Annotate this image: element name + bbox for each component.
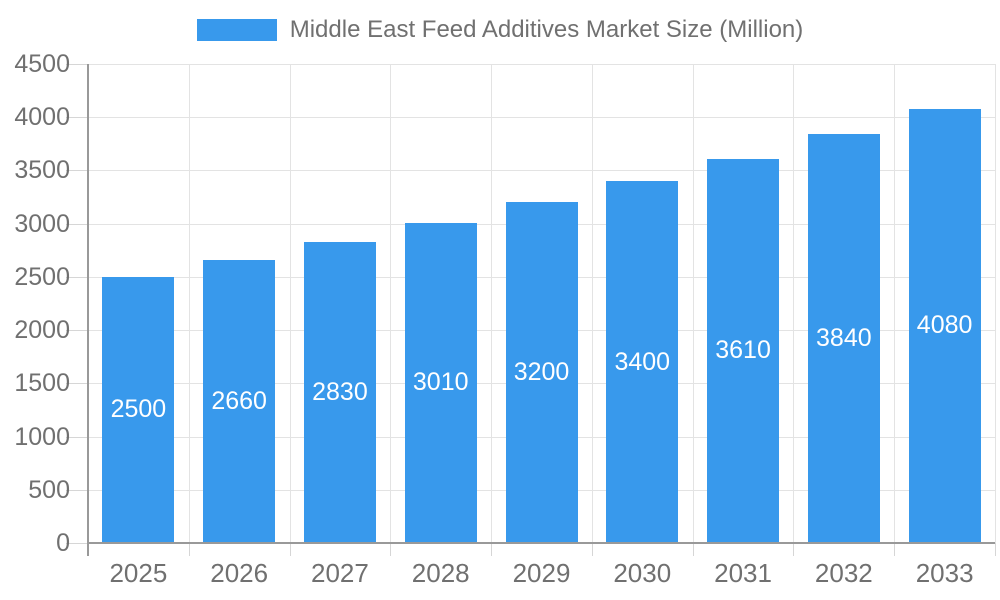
y-gridline [88,117,995,119]
x-gridline [188,64,190,543]
bar[interactable]: 3610 [707,158,780,543]
x-tick [289,543,291,556]
bar[interactable]: 3400 [606,181,679,543]
x-gridline [591,64,593,543]
y-axis-label: 3500 [14,156,70,185]
y-tick [66,170,88,172]
x-axis-label: 2028 [411,558,470,588]
y-tick [66,383,88,385]
y-axis-label: 4500 [14,50,70,78]
y-gridline [88,170,995,172]
bar-value-label: 3200 [513,358,570,387]
bar-value-label: 3400 [614,347,671,376]
bar[interactable]: 2500 [102,276,175,543]
y-tick [66,64,88,65]
y-axis-label: 1000 [14,422,70,451]
x-gridline [491,64,493,543]
x-gridline [390,64,392,543]
y-axis-label: 500 [28,475,70,504]
bar[interactable]: 3840 [807,134,880,543]
x-gridline [894,64,896,543]
x-axis-label: 2027 [311,558,369,588]
y-tick [66,543,88,544]
bar[interactable]: 4080 [908,108,981,543]
x-gridline [289,64,291,543]
x-axis-label: 2030 [613,558,672,588]
y-gridline [88,64,995,65]
x-tick [491,543,493,556]
legend-swatch [196,19,277,41]
bar-value-label: 3840 [816,324,872,353]
x-gridline [793,64,795,543]
bar[interactable]: 3010 [404,222,477,543]
y-axis-line [87,64,89,556]
x-tick [894,543,896,556]
x-gridline [995,64,996,543]
chart-title: Middle East Feed Additives Market Size (… [289,16,804,43]
bar-value-label: 2500 [110,395,167,424]
y-axis-label: 4000 [14,103,70,132]
y-axis-label: 0 [56,529,70,557]
x-axis-label: 2026 [210,558,269,588]
x-axis-line [88,542,995,544]
x-gridline [692,64,694,543]
y-tick [66,276,88,278]
x-axis-label: 2032 [814,558,873,588]
y-axis-label: 2500 [14,262,70,291]
x-tick [995,543,996,556]
x-axis-label: 2031 [714,558,772,588]
bar[interactable]: 2830 [303,241,376,543]
x-tick [591,543,593,556]
x-tick [188,543,190,556]
y-tick [66,117,88,119]
y-tick [66,223,88,225]
bar[interactable]: 3200 [505,202,578,543]
y-tick [66,330,88,332]
bar-value-label: 4080 [916,311,973,340]
y-axis-label: 1500 [14,369,70,398]
x-axis-label: 2025 [109,558,168,588]
y-axis-label: 3000 [14,209,70,238]
y-tick [66,489,88,491]
bar-value-label: 2830 [312,377,368,406]
bar-value-label: 3610 [715,336,771,365]
bar[interactable]: 2660 [203,259,276,543]
x-tick [390,543,392,556]
bar-value-label: 2660 [211,386,267,415]
y-axis-label: 2000 [14,316,70,345]
y-tick [66,436,88,438]
bar-value-label: 3010 [412,368,469,397]
x-tick [793,543,795,556]
chart-legend[interactable]: Middle East Feed Additives Market Size (… [0,16,1000,44]
x-tick [692,543,694,556]
x-axis-label: 2029 [512,558,571,588]
x-axis-label: 2033 [915,558,974,588]
